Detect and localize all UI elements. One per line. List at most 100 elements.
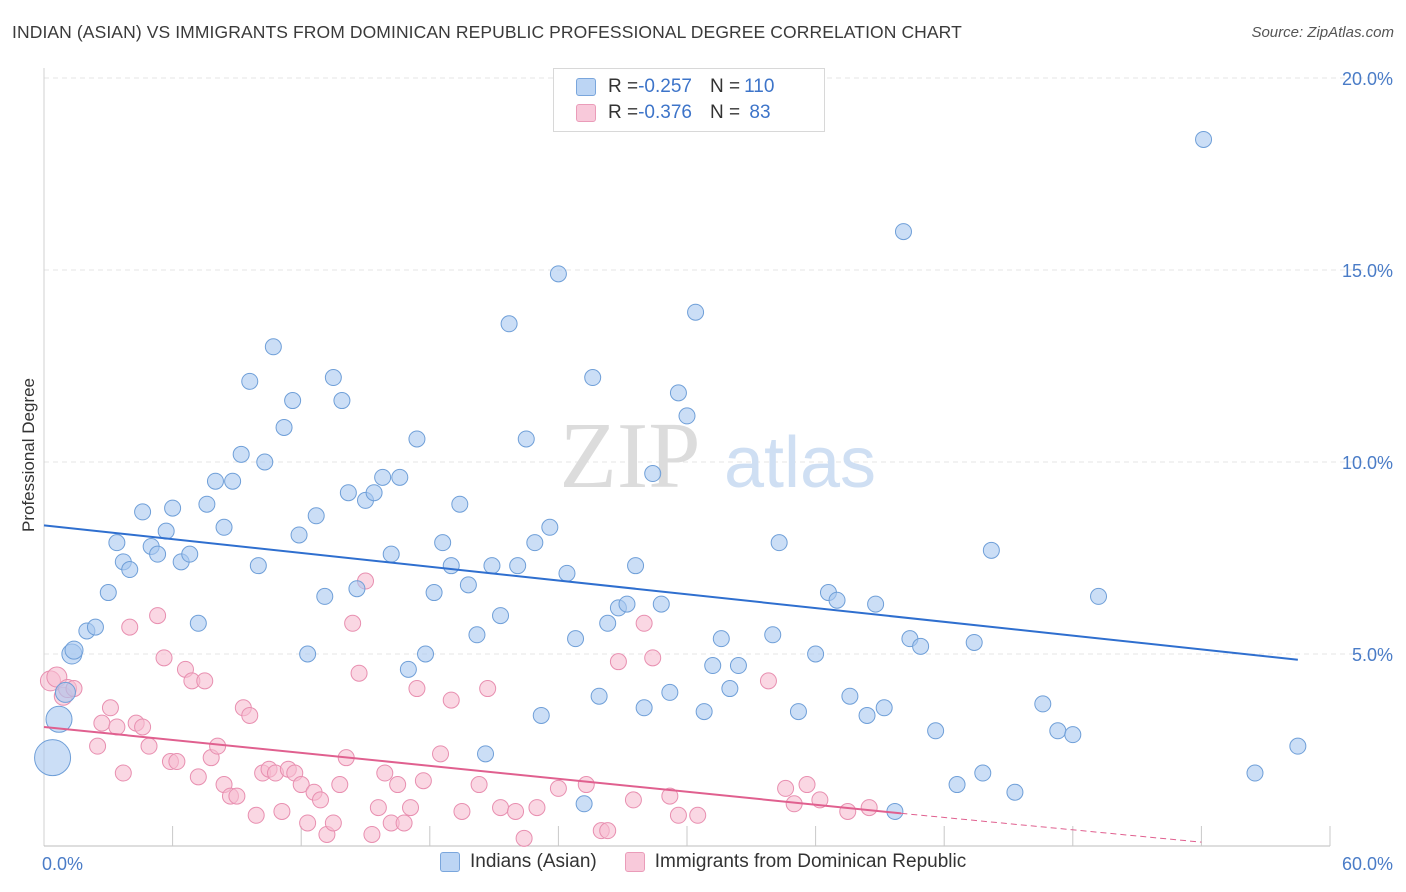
indians-point-88 <box>828 591 846 609</box>
indians-point-70 <box>627 557 645 575</box>
bottom-legend: Indians (Asian) Immigrants from Dominica… <box>440 851 994 873</box>
indians-point-81 <box>721 680 739 698</box>
bottom-legend-dominican: Immigrants from Dominican Republic <box>624 851 967 873</box>
indians-point-99 <box>965 633 983 651</box>
dominican-point-37 <box>299 814 317 832</box>
dominican-point-20 <box>189 768 207 786</box>
dominican-point-39 <box>311 791 329 809</box>
indians-point-102 <box>1006 783 1024 801</box>
dominican-point-61 <box>492 799 510 817</box>
indians-point-21 <box>215 518 233 536</box>
legend-r-value: -0.257 <box>638 76 692 97</box>
axes <box>43 68 1331 847</box>
indians-point-44 <box>408 430 426 448</box>
indians-point-90 <box>858 706 876 724</box>
indians-point-73 <box>652 595 670 613</box>
bottom-legend-label-dominican: Immigrants from Dominican Republic <box>654 851 967 872</box>
dominican-point-9 <box>114 764 132 782</box>
indians-point-10 <box>121 561 139 579</box>
dominican-point-6 <box>93 714 111 732</box>
trend-line-dominican <box>43 725 902 815</box>
indians-point-27 <box>264 338 282 356</box>
indians-point-54 <box>492 607 510 625</box>
dominican-point-36 <box>292 776 310 794</box>
bottom-legend-swatch-dominican <box>624 852 645 872</box>
indians-point-97 <box>927 722 945 740</box>
indians-point-7 <box>99 584 117 602</box>
indians-point-101 <box>982 541 1000 559</box>
dominican-point-73 <box>661 787 679 805</box>
dominican-point-14 <box>149 607 167 625</box>
dominican-point-7 <box>101 699 119 717</box>
dominican-point-33 <box>273 802 291 820</box>
dominican-point-17 <box>168 753 186 771</box>
x-tick-label-0: 0.0% <box>42 854 83 874</box>
indians-point-42 <box>391 468 409 486</box>
indians-point-46 <box>425 584 443 602</box>
indians-point-30 <box>290 526 308 544</box>
indians-point-55 <box>500 315 518 333</box>
dominican-point-64 <box>528 799 546 817</box>
indians-point-31 <box>299 645 317 663</box>
indians-point-26 <box>256 453 274 471</box>
indians-point-20 <box>206 472 224 490</box>
legend-row-dominican: R = -0.376 N = 83 <box>576 101 771 125</box>
indians-point-48 <box>442 557 460 575</box>
indians-point-105 <box>1064 726 1082 744</box>
legend-n-label: N = <box>709 102 741 123</box>
dominican-point-28 <box>241 706 259 724</box>
indians-point-108 <box>1246 764 1264 782</box>
indians-point-67 <box>599 614 617 632</box>
indians-point-14 <box>157 522 175 540</box>
indians-point-47 <box>434 534 452 552</box>
dominican-point-52 <box>395 814 413 832</box>
dominican-point-75 <box>689 806 707 824</box>
indians-point-63 <box>567 630 585 648</box>
indians-point-91 <box>867 595 885 613</box>
indians-point-33 <box>316 587 334 605</box>
legend-r-value: -0.376 <box>638 102 692 123</box>
indians-point-89 <box>841 687 859 705</box>
dominican-point-69 <box>609 653 627 671</box>
indians-point-4 <box>64 640 84 660</box>
dominican-point-63 <box>515 829 533 847</box>
dominican-point-15 <box>155 649 173 667</box>
indians-point-15 <box>164 499 182 517</box>
legend-box: R = -0.257 N = 110 R = -0.376 N = 83 <box>553 68 825 132</box>
dominican-point-29 <box>247 806 265 824</box>
indians-point-2 <box>54 681 76 703</box>
dominican-point-26 <box>228 787 246 805</box>
indians-point-57 <box>517 430 535 448</box>
dominican-point-62 <box>507 802 525 820</box>
trend-lines <box>43 524 1298 843</box>
indians-point-80 <box>712 630 730 648</box>
y-tick-label-0: 5.0% <box>1352 645 1393 665</box>
indians-point-71 <box>635 699 653 717</box>
dominican-point-51 <box>389 776 407 794</box>
y-tick-label-2: 15.0% <box>1342 261 1393 281</box>
indians-point-58 <box>526 534 544 552</box>
indians-point-77 <box>687 303 705 321</box>
dominican-point-13 <box>140 737 158 755</box>
indians-point-84 <box>770 534 788 552</box>
dominican-point-65 <box>549 779 567 797</box>
bottom-legend-label-indians: Indians (Asian) <box>470 851 597 872</box>
indians-point-25 <box>249 557 267 575</box>
indians-point-39 <box>365 484 383 502</box>
indians-point-60 <box>541 518 559 536</box>
indians-point-92 <box>875 699 893 717</box>
dominican-point-44 <box>344 614 362 632</box>
dominican-point-68 <box>599 822 617 840</box>
y-tick-label-1: 10.0% <box>1342 453 1393 473</box>
trend-line-indians <box>43 524 1298 661</box>
legend-n-value: 83 <box>744 102 771 123</box>
dominican-point-56 <box>432 745 450 763</box>
indians-point-43 <box>399 660 417 678</box>
indians-point-35 <box>333 392 351 410</box>
grid-lines <box>44 77 1394 655</box>
dominican-point-41 <box>324 814 342 832</box>
dominican-point-53 <box>402 799 420 817</box>
dominican-point-77 <box>777 779 795 797</box>
dominican-point-21 <box>196 672 214 690</box>
indians-point-52 <box>477 745 495 763</box>
